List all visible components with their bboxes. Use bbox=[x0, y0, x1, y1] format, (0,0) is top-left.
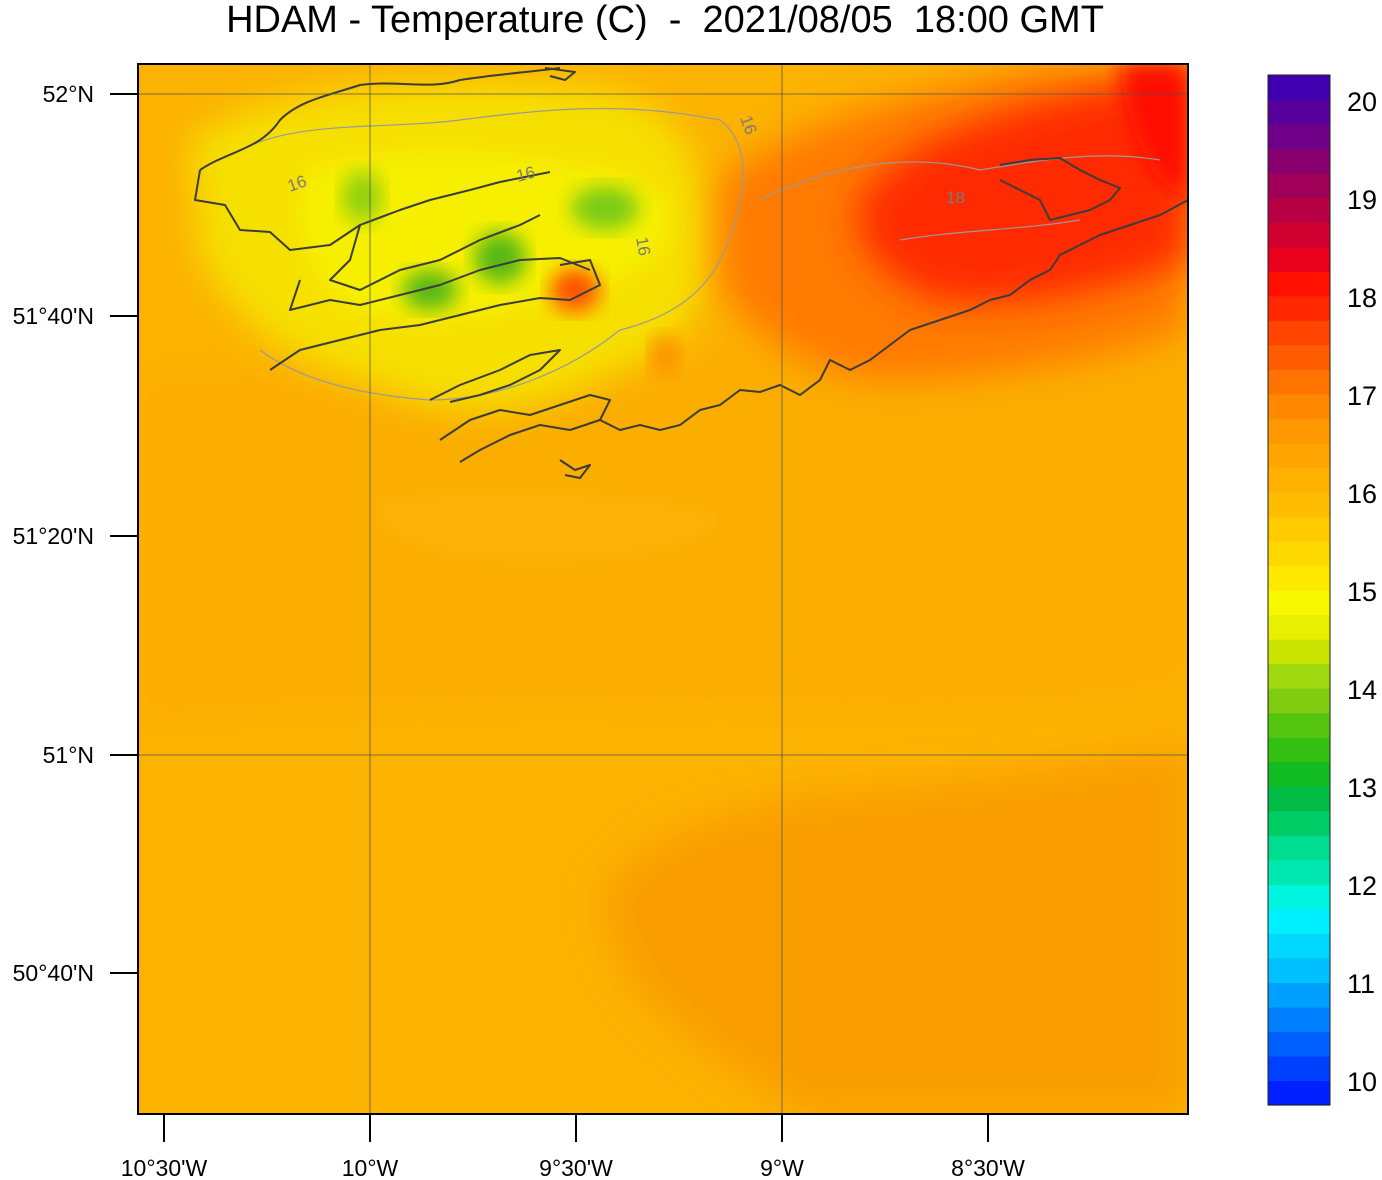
min-patch-1 bbox=[402, 270, 458, 310]
temperature-field bbox=[138, 64, 1188, 1114]
colorbar-band bbox=[1268, 124, 1330, 150]
lat-tick-label: 51°20'N bbox=[13, 523, 94, 549]
colorbar-band bbox=[1268, 173, 1330, 199]
colorbar: 20 19 18 17 16 15 14 13 12 11 10 bbox=[1267, 74, 1377, 1106]
colorbar-band bbox=[1268, 222, 1330, 248]
colorbar-band bbox=[1268, 908, 1330, 934]
colorbar-band bbox=[1268, 565, 1330, 591]
ne-red-region bbox=[858, 70, 1188, 303]
lat-tick-label: 51°40'N bbox=[13, 303, 94, 329]
colorbar-band bbox=[1268, 99, 1330, 125]
colorbar-band bbox=[1268, 197, 1330, 223]
chart-title: HDAM - Temperature (C) - 2021/08/05 18:0… bbox=[226, 0, 1104, 41]
colorbar-label: 10 bbox=[1347, 1067, 1377, 1097]
colorbar-band bbox=[1268, 982, 1330, 1008]
colorbar-label: 19 bbox=[1347, 185, 1377, 215]
colorbar-band bbox=[1268, 320, 1330, 346]
lon-tick-label: 10°W bbox=[342, 1155, 399, 1180]
colorbar-bands bbox=[1268, 75, 1330, 1106]
south-warm-region bbox=[600, 740, 1188, 1114]
colorbar-band bbox=[1268, 614, 1330, 640]
colorbar-label: 16 bbox=[1347, 479, 1377, 509]
lat-tick-label: 50°40'N bbox=[13, 960, 94, 986]
colorbar-band bbox=[1268, 540, 1330, 567]
colorbar-label: 12 bbox=[1347, 871, 1377, 901]
colorbar-label: 18 bbox=[1347, 283, 1377, 313]
warm-spot-2 bbox=[651, 335, 679, 375]
ne-max-region bbox=[1120, 64, 1188, 200]
colorbar-band bbox=[1268, 688, 1330, 714]
colorbar-band bbox=[1268, 148, 1330, 174]
colorbar-band bbox=[1268, 884, 1330, 910]
coastline bbox=[194, 67, 1188, 479]
colorbar-band bbox=[1268, 737, 1330, 763]
colorbar-band bbox=[1268, 810, 1330, 836]
min-patch-4 bbox=[342, 171, 382, 223]
colorbar-label: 13 bbox=[1347, 773, 1377, 803]
lat-tick-label: 51°N bbox=[43, 742, 94, 768]
colorbar-band bbox=[1268, 1031, 1330, 1057]
lat-ticks bbox=[110, 93, 138, 974]
warm-spot bbox=[550, 268, 600, 312]
colorbar-band bbox=[1268, 442, 1330, 468]
colorbar-band bbox=[1268, 516, 1330, 542]
colorbar-band bbox=[1268, 639, 1330, 665]
contour-label-16: 16 bbox=[632, 235, 654, 257]
colorbar-label: 11 bbox=[1347, 969, 1375, 999]
colorbar-band bbox=[1268, 1055, 1330, 1082]
colorbar-band bbox=[1268, 271, 1330, 297]
colorbar-band bbox=[1268, 369, 1330, 395]
colorbar-band bbox=[1268, 75, 1330, 101]
min-patch-3 bbox=[571, 186, 639, 230]
lon-tick-label: 9°W bbox=[760, 1155, 804, 1180]
graticule bbox=[138, 64, 1188, 1114]
colorbar-band bbox=[1268, 786, 1330, 812]
lat-tick-label: 52°N bbox=[43, 81, 94, 107]
min-patch-2 bbox=[474, 232, 526, 284]
colorbar-band bbox=[1268, 957, 1330, 983]
contour-label-18: 18 bbox=[946, 188, 965, 207]
colorbar-label: 14 bbox=[1347, 675, 1377, 705]
colorbar-band bbox=[1268, 246, 1330, 272]
lon-tick-labels: 10°30'W 10°W 9°30'W 9°W 8°30'W bbox=[121, 1155, 1025, 1180]
colorbar-band bbox=[1268, 663, 1330, 689]
colorbar-band bbox=[1268, 835, 1330, 861]
colorbar-band bbox=[1268, 393, 1330, 419]
colorbar-band bbox=[1268, 491, 1330, 518]
colorbar-band bbox=[1268, 1080, 1330, 1106]
colorbar-label: 17 bbox=[1347, 381, 1377, 411]
lon-tick-label: 9°30'W bbox=[539, 1155, 613, 1180]
colorbar-band bbox=[1268, 1006, 1330, 1033]
colorbar-labels: 20 19 18 17 16 15 14 13 12 11 10 bbox=[1347, 87, 1377, 1097]
colorbar-label: 15 bbox=[1347, 577, 1377, 607]
colorbar-band bbox=[1268, 467, 1330, 493]
lon-tick-label: 8°30'W bbox=[951, 1155, 1025, 1180]
colorbar-band bbox=[1268, 933, 1330, 959]
mid-warm-region bbox=[140, 330, 1188, 720]
colorbar-band bbox=[1268, 859, 1330, 885]
contour-label-16: 16 bbox=[514, 163, 537, 186]
colorbar-label: 20 bbox=[1347, 87, 1377, 117]
colorbar-band bbox=[1268, 295, 1330, 321]
colorbar-band bbox=[1268, 344, 1330, 370]
plot-frame bbox=[137, 63, 1189, 1115]
lon-ticks bbox=[163, 1114, 989, 1142]
lon-tick-label: 10°30'W bbox=[121, 1155, 208, 1180]
lat-tick-labels: 52°N 51°40'N 51°20'N 51°N 50°40'N bbox=[13, 81, 94, 986]
colorbar-band bbox=[1268, 761, 1330, 787]
colorbar-band bbox=[1268, 590, 1330, 616]
colorbar-band bbox=[1268, 418, 1330, 444]
colorbar-frame bbox=[1267, 74, 1331, 1106]
colorbar-band bbox=[1268, 712, 1330, 738]
